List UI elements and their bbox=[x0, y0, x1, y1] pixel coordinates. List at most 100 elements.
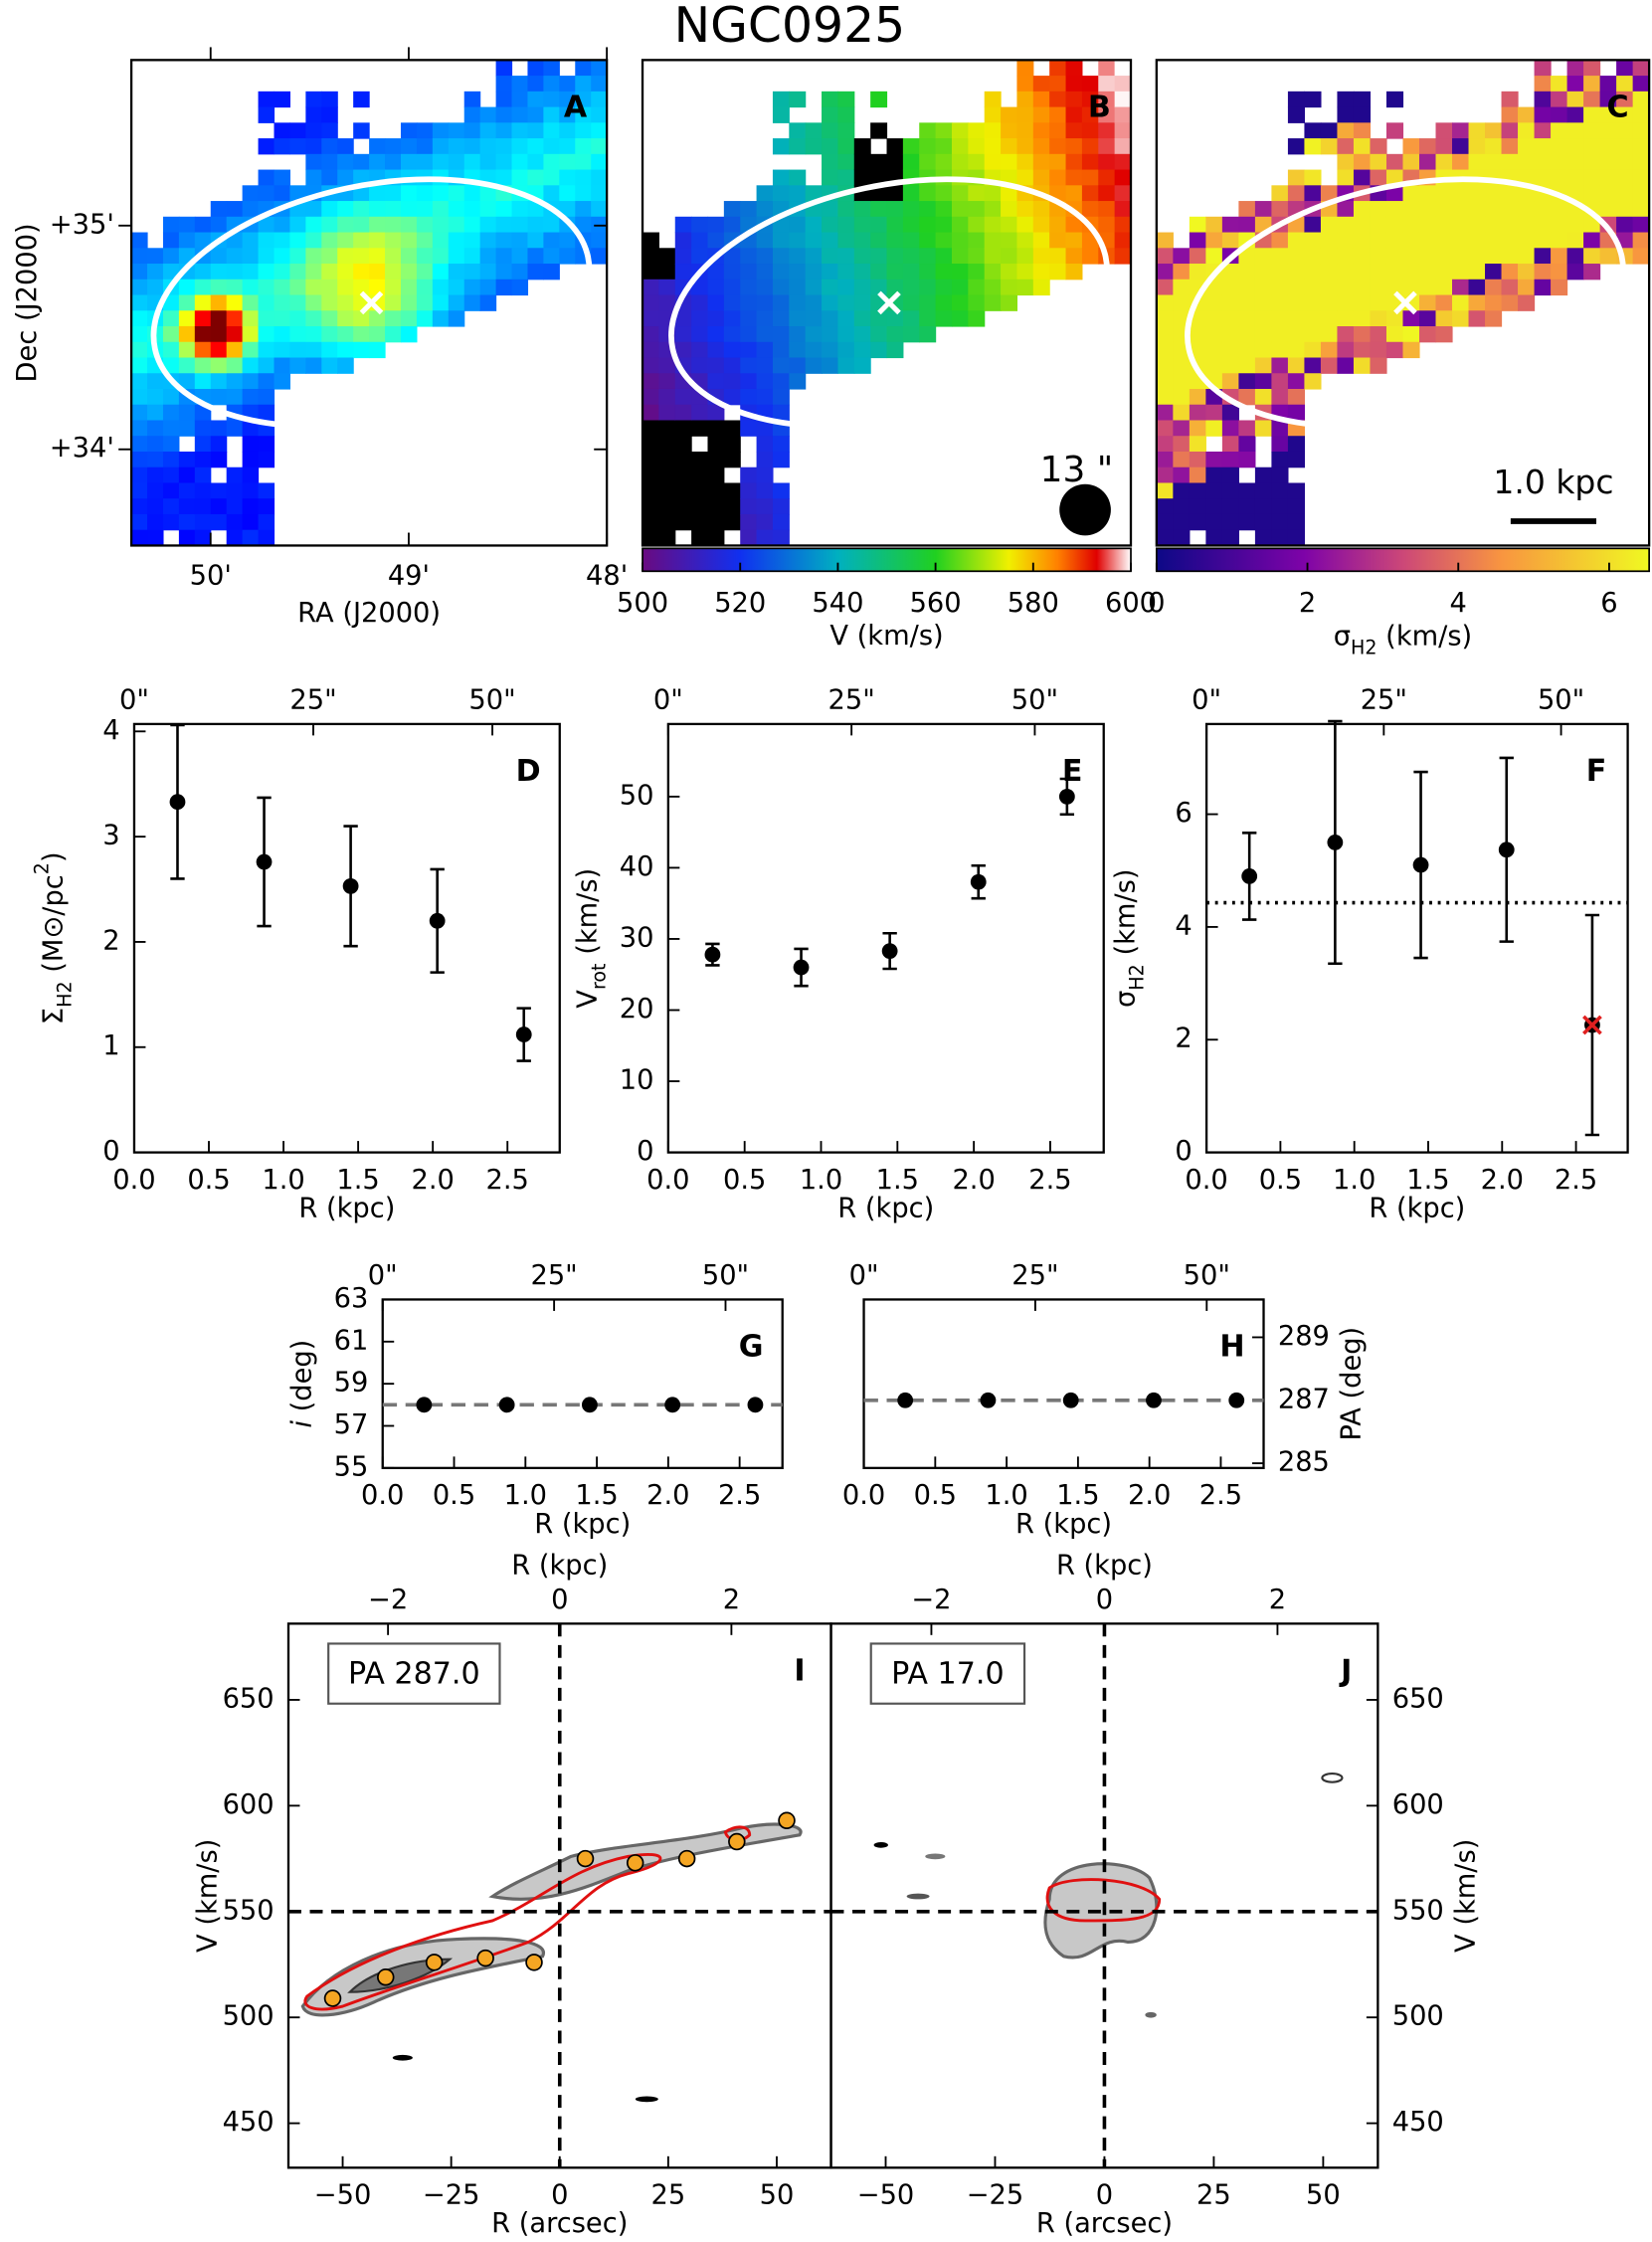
map-cell bbox=[495, 122, 513, 139]
map-cell bbox=[527, 122, 544, 139]
map-cell bbox=[902, 232, 920, 249]
x-tick-label: −50 bbox=[314, 2180, 372, 2211]
map-cell bbox=[1081, 201, 1099, 218]
label-part: V bbox=[572, 990, 603, 1009]
data-point bbox=[342, 877, 359, 894]
map-cell bbox=[707, 451, 725, 468]
map-cell bbox=[1098, 169, 1116, 186]
map-cell bbox=[1320, 279, 1339, 296]
map-cell bbox=[902, 279, 920, 296]
y-axis-label: V (km/s) bbox=[1450, 1839, 1481, 1953]
map-cell bbox=[837, 122, 855, 139]
x-axis-label: R (kpc) bbox=[837, 1194, 934, 1224]
map-cell bbox=[772, 436, 790, 453]
contour bbox=[1145, 2011, 1157, 2018]
map-cell bbox=[1337, 279, 1355, 296]
map-cell bbox=[178, 232, 196, 249]
data-point bbox=[1228, 1392, 1245, 1408]
x2-tick-label: 25" bbox=[289, 684, 336, 715]
map-cell bbox=[495, 232, 513, 249]
map-cell bbox=[1189, 388, 1206, 406]
map-cell bbox=[274, 216, 291, 234]
map-cell bbox=[951, 232, 969, 249]
box-label-frame bbox=[869, 1642, 1026, 1705]
map-cell bbox=[658, 467, 676, 484]
map-cell bbox=[591, 232, 608, 249]
map-cell bbox=[1566, 264, 1584, 280]
contour bbox=[873, 1841, 888, 1848]
map-cell bbox=[131, 310, 148, 327]
map-cell bbox=[210, 310, 228, 327]
map-cell bbox=[935, 279, 953, 296]
map-cell bbox=[1189, 326, 1206, 343]
map-panel: A50' 49' 48'+35'+34'RA (J2000)Dec (J2000) bbox=[12, 47, 628, 629]
map-cell bbox=[1287, 388, 1306, 406]
map-cell bbox=[1221, 513, 1239, 531]
map-cell bbox=[1501, 122, 1519, 139]
map-cell bbox=[1287, 185, 1306, 202]
map-cell bbox=[674, 436, 692, 453]
map-cell bbox=[837, 216, 855, 234]
map-cell bbox=[1049, 153, 1067, 171]
map-cell bbox=[1173, 436, 1191, 453]
map-cell bbox=[210, 216, 228, 234]
map-cell bbox=[1418, 138, 1437, 155]
map-cell bbox=[591, 201, 608, 218]
map-cell bbox=[1353, 232, 1372, 249]
map-cell bbox=[432, 310, 450, 327]
map-cell bbox=[1049, 264, 1067, 280]
map-cell bbox=[1156, 467, 1174, 484]
map-cell bbox=[756, 436, 774, 453]
map-cell bbox=[274, 122, 291, 139]
map-cell bbox=[479, 279, 497, 296]
map-cell bbox=[511, 169, 529, 186]
map-cell bbox=[1632, 216, 1650, 234]
y-tick-label: 650 bbox=[1392, 1683, 1444, 1714]
map-cell bbox=[691, 482, 709, 499]
map-cell bbox=[723, 326, 741, 343]
map-cell bbox=[385, 153, 402, 171]
map-cell bbox=[1402, 185, 1420, 202]
x-tick-label: 0 bbox=[1096, 2180, 1113, 2211]
map-cell bbox=[772, 498, 790, 515]
map-cell bbox=[1156, 529, 1174, 547]
map-cell bbox=[1518, 294, 1536, 311]
x-tick-label: 2.5 bbox=[486, 1165, 529, 1196]
map-cell bbox=[756, 326, 774, 343]
map-cell bbox=[756, 341, 774, 359]
map-cell bbox=[822, 91, 838, 108]
map-cell bbox=[337, 201, 354, 218]
data-point bbox=[897, 1392, 914, 1408]
map-cell bbox=[691, 216, 709, 234]
map-cell bbox=[1189, 451, 1206, 468]
map-cell bbox=[1385, 264, 1404, 280]
y-tick-label: 0 bbox=[637, 1136, 653, 1167]
map-cell bbox=[1435, 232, 1453, 249]
y-tick-label: 600 bbox=[223, 1789, 275, 1820]
map-cell bbox=[870, 326, 888, 343]
map-cell bbox=[337, 326, 354, 343]
map-cell bbox=[416, 201, 434, 218]
map-cell bbox=[463, 216, 481, 234]
map-cell bbox=[162, 388, 180, 406]
map-cell bbox=[740, 279, 758, 296]
map-cell bbox=[1337, 106, 1355, 123]
map-cell bbox=[984, 216, 1002, 234]
map-cell bbox=[805, 216, 823, 234]
map-cell bbox=[543, 216, 560, 234]
map-cell bbox=[527, 153, 544, 171]
map-cell bbox=[242, 357, 260, 374]
x-tick-label: 2.5 bbox=[718, 1480, 761, 1511]
map-cell bbox=[1304, 185, 1322, 202]
panel-label: B bbox=[1088, 91, 1111, 125]
map-cell bbox=[1370, 232, 1387, 249]
map-cell bbox=[1156, 248, 1174, 265]
map-cell bbox=[1221, 310, 1239, 327]
map-cell bbox=[740, 498, 758, 515]
map-cell bbox=[559, 169, 576, 186]
x-tick-label: 1.5 bbox=[575, 1480, 618, 1511]
y-axis-label: V (km/s) bbox=[192, 1839, 223, 1953]
map-cell bbox=[658, 482, 676, 499]
y-axis-label: i (deg) bbox=[286, 1340, 317, 1428]
map-cell bbox=[740, 201, 758, 218]
